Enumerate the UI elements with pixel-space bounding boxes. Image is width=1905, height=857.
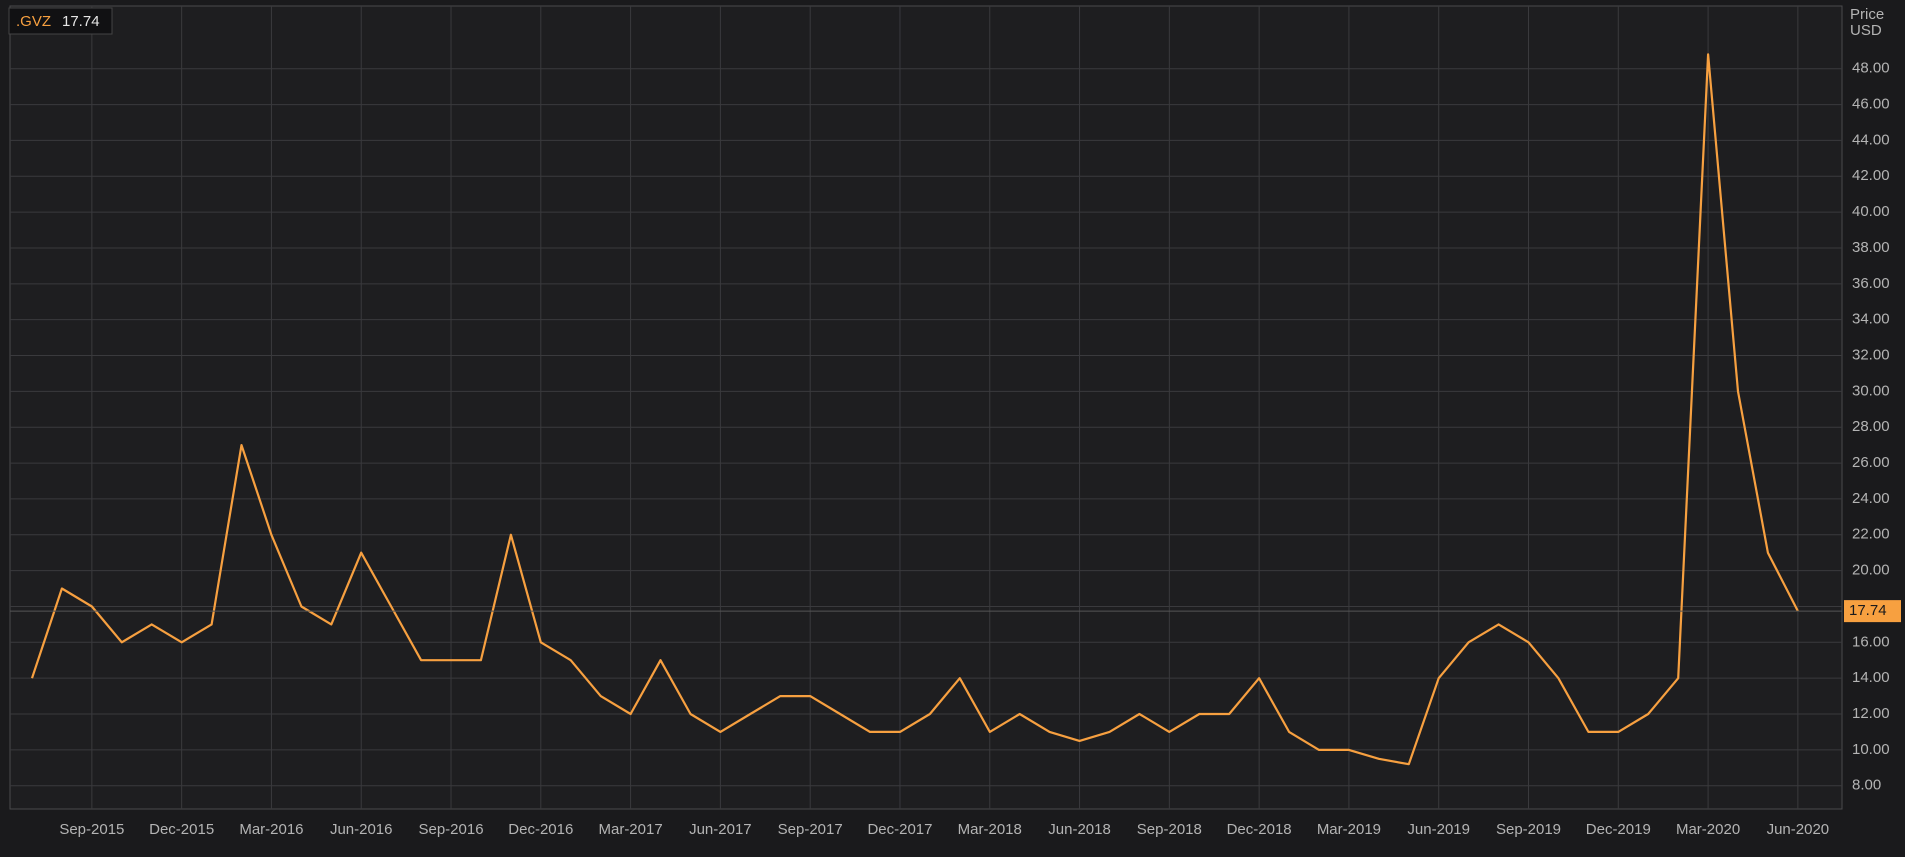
x-tick-label: Sep-2019 — [1496, 821, 1561, 838]
y-tick-label: 38.00 — [1852, 239, 1890, 256]
y-tick-label: 28.00 — [1852, 418, 1890, 435]
y-tick-label: 36.00 — [1852, 275, 1890, 292]
last-value-box — [1844, 600, 1901, 623]
y-axis-label: USD — [1850, 22, 1882, 39]
y-tick-label: 46.00 — [1852, 96, 1890, 113]
y-tick-label: 22.00 — [1852, 526, 1890, 543]
x-tick-label: Sep-2015 — [59, 821, 124, 838]
y-tick-label: 26.00 — [1852, 454, 1890, 471]
y-tick-label: 16.00 — [1852, 633, 1890, 650]
x-tick-label: Sep-2018 — [1137, 821, 1202, 838]
y-tick-label: 44.00 — [1852, 131, 1890, 148]
y-tick-label: 24.00 — [1852, 490, 1890, 507]
series-line — [30, 53, 1799, 766]
y-axis-label: Price — [1850, 6, 1884, 23]
x-tick-label: Dec-2016 — [508, 821, 573, 838]
x-tick-label: Sep-2017 — [778, 821, 843, 838]
y-tick-label: 14.00 — [1852, 669, 1890, 686]
y-tick-label: 12.00 — [1852, 705, 1890, 722]
y-tick-label: 40.00 — [1852, 203, 1890, 220]
x-tick-label: Mar-2020 — [1676, 821, 1740, 838]
legend-box — [8, 7, 113, 35]
y-tick-label: 10.00 — [1852, 741, 1890, 758]
x-tick-label: Dec-2017 — [867, 821, 932, 838]
marks — [10, 53, 1842, 766]
x-tick-label: Dec-2015 — [149, 821, 214, 838]
y-tick-label: 42.00 — [1852, 167, 1890, 184]
plot-area — [9, 5, 1843, 810]
y-tick-label: 34.00 — [1852, 311, 1890, 328]
legend-name: .GVZ — [16, 13, 51, 30]
last-value-label: 17.74 — [1849, 602, 1887, 619]
x-tick-label: Dec-2018 — [1227, 821, 1292, 838]
x-tick-label: Jun-2020 — [1767, 821, 1830, 838]
x-tick-label: Jun-2018 — [1048, 821, 1111, 838]
y-tick-label: 32.00 — [1852, 346, 1890, 363]
legend-value: 17.74 — [62, 13, 100, 30]
y-tick-label: 8.00 — [1852, 777, 1881, 794]
x-tick-label: Mar-2016 — [239, 821, 303, 838]
grid — [10, 6, 1842, 809]
x-tick-label: Dec-2019 — [1586, 821, 1651, 838]
x-tick-label: Jun-2017 — [689, 821, 752, 838]
x-tick-label: Mar-2018 — [958, 821, 1022, 838]
y-tick-label: 30.00 — [1852, 382, 1890, 399]
x-tick-label: Mar-2019 — [1317, 821, 1381, 838]
x-tick-label: Sep-2016 — [418, 821, 483, 838]
y-tick-label: 20.00 — [1852, 562, 1890, 579]
x-tick-label: Jun-2016 — [330, 821, 393, 838]
y-tick-label: 48.00 — [1852, 60, 1890, 77]
x-tick-label: Jun-2019 — [1407, 821, 1470, 838]
x-tick-label: Mar-2017 — [598, 821, 662, 838]
